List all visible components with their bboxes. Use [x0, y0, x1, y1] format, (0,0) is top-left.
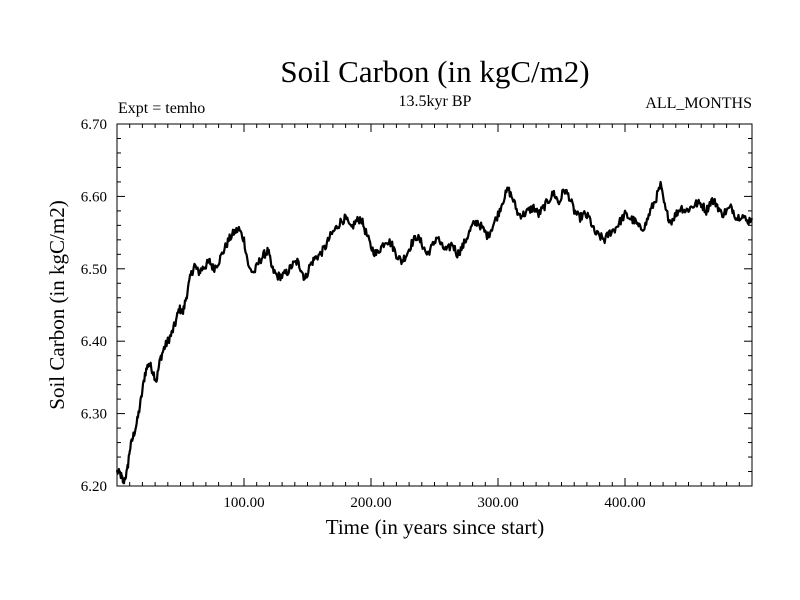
- x-axis-tick-labels: 100.00 200.00 300.00 400.00: [223, 495, 645, 511]
- x-axis-ticks: [129, 124, 740, 486]
- y-tick-label: 6.50: [81, 262, 107, 278]
- x-tick-label: 300.00: [477, 495, 518, 511]
- x-tick-label: 400.00: [604, 495, 645, 511]
- y-tick-label: 6.40: [81, 334, 107, 350]
- y-tick-label: 6.20: [81, 479, 107, 495]
- x-tick-label: 200.00: [350, 495, 391, 511]
- y-tick-label: 6.60: [81, 189, 107, 205]
- y-tick-label: 6.30: [81, 407, 107, 423]
- chart-subtitle: 13.5kyr BP: [399, 93, 472, 110]
- y-axis-ticks: [117, 137, 752, 473]
- chart-title: Soil Carbon (in kgC/m2): [280, 54, 589, 89]
- soil-carbon-series-line: [115, 180, 754, 485]
- x-axis-label: Time (in years since start): [326, 515, 545, 539]
- y-axis-label: Soil Carbon (in kgC/m2): [45, 200, 69, 409]
- x-tick-label: 100.00: [223, 495, 264, 511]
- y-tick-label: 6.70: [81, 117, 107, 133]
- plot-frame: [116, 123, 753, 487]
- y-axis-tick-labels: 6.20 6.30 6.40 6.50 6.60 6.70: [81, 117, 107, 495]
- experiment-label: Expt = temho: [118, 100, 205, 117]
- period-label: ALL_MONTHS: [645, 95, 752, 112]
